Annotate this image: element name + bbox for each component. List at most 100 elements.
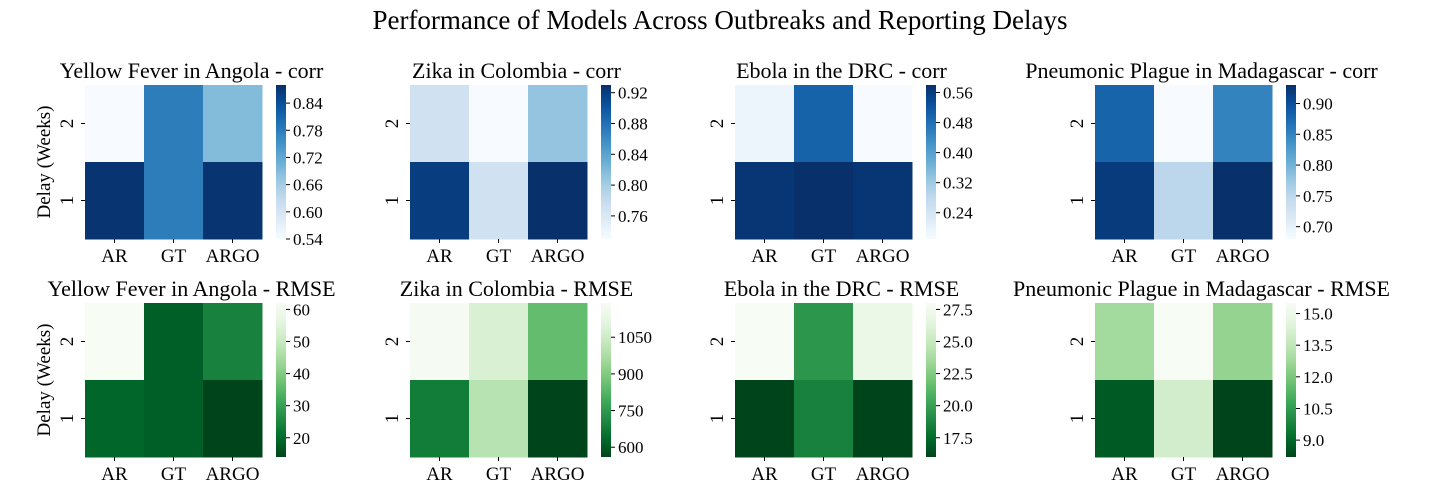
heatmap-panel: Ebola in the DRC - corr AR GT ARGO 2 1 0.24 0.3… [707,58,973,267]
heatmap-cell [853,162,913,240]
panel-title: Ebola in the DRC - corr [736,58,947,83]
heatmap-cell [528,162,588,240]
heatmap-cell [144,380,204,458]
x-tick-label: AR [1111,464,1138,485]
colorbar-tick-label: 25.0 [943,333,973,352]
heatmap-cell [469,85,529,163]
colorbar-tick-label: 0.72 [293,148,323,167]
colorbar-tick-label: 15.0 [1303,305,1333,324]
heatmap-cell [203,303,263,381]
colorbar [601,85,611,239]
colorbar-tick-label: 50 [293,333,310,352]
heatmap-cell [410,85,470,163]
heatmap-cell [1213,85,1273,163]
x-tick-label: AR [426,464,453,485]
heatmap-cell [85,85,145,163]
y-tick-label: 1 [57,196,78,206]
x-tick-label: ARGO [206,246,260,267]
colorbar-tick-label: 0.32 [943,174,973,193]
x-tick-label: ARGO [531,464,585,485]
colorbar-tick-label: 12.0 [1303,368,1333,387]
colorbar-tick-label: 9.0 [1303,431,1324,450]
heatmap-cell [1213,162,1273,240]
heatmap-cell [1154,162,1214,240]
colorbar [1286,303,1296,457]
heatmap-cell [144,85,204,163]
heatmap-cell [794,85,854,163]
x-tick-label: GT [161,464,187,485]
colorbar-tick-label: 0.78 [293,121,323,140]
colorbar [1286,85,1296,239]
heatmap-cell [1095,380,1155,458]
colorbar-tick-label: 0.48 [943,114,973,133]
colorbar-tick-label: 0.56 [943,84,973,103]
x-tick-label: GT [811,464,837,485]
colorbar-tick-label: 30 [293,397,310,416]
colorbar-tick-label: 0.88 [618,115,648,134]
heatmap-panel: Zika in Colombia - corr AR GT ARGO 2 1 0.76 0.8… [382,58,648,267]
panel-title: Zika in Colombia - corr [412,58,622,83]
figure-title: Performance of Models Across Outbreaks a… [372,5,1068,35]
x-tick-label: GT [161,246,187,267]
heatmap-panel: Pneumonic Plague in Madagascar - RMSE AR G… [1013,276,1390,485]
x-tick-label: AR [101,464,128,485]
x-tick-label: AR [751,246,778,267]
x-tick-label: ARGO [531,246,585,267]
heatmap-cell [1154,380,1214,458]
x-tick-label: GT [811,246,837,267]
colorbar-tick-label: 0.92 [618,84,648,103]
colorbar-tick-label: 750 [618,402,644,421]
colorbar-tick-label: 0.24 [943,204,973,223]
y-tick-label: 2 [1067,337,1088,347]
heatmap-cell [85,303,145,381]
y-tick-label: 2 [707,337,728,347]
heatmap-cell [203,85,263,163]
heatmap-cell [85,162,145,240]
colorbar-tick-label: 0.90 [1303,94,1333,113]
colorbar [276,85,286,239]
colorbar-tick-label: 13.5 [1303,336,1333,355]
heatmap-cell [1154,303,1214,381]
heatmap-cell [1213,303,1273,381]
y-tick-label: 1 [707,196,728,206]
y-tick-label: 2 [57,337,78,347]
y-tick-label: 1 [382,414,403,424]
panel-title: Pneumonic Plague in Madagascar - RMSE [1013,276,1390,301]
colorbar-tick-label: 27.5 [943,300,973,319]
colorbar-tick-label: 0.80 [618,176,648,195]
heatmap-cell [85,380,145,458]
x-tick-label: AR [426,246,453,267]
heatmap-cell [1154,85,1214,163]
colorbar-tick-label: 20.0 [943,397,973,416]
heatmap-cell [203,380,263,458]
colorbar-tick-label: 22.5 [943,365,973,384]
colorbar [276,303,286,457]
heatmap-cell [1095,303,1155,381]
heatmap-cell [203,162,263,240]
x-tick-label: ARGO [856,464,910,485]
y-tick-label: 2 [707,119,728,129]
colorbar-tick-label: 17.5 [943,429,973,448]
heatmap-cell [144,162,204,240]
colorbar-tick-label: 0.84 [618,145,648,164]
heatmap-cell [144,303,204,381]
colorbar-tick-label: 0.75 [1303,187,1333,206]
x-tick-label: AR [1111,246,1138,267]
panel-title: Zika in Colombia - RMSE [400,276,633,301]
heatmap-cell [735,85,795,163]
colorbar-tick-label: 0.54 [293,230,323,249]
colorbar-tick-label: 600 [618,438,644,457]
x-tick-label: ARGO [856,246,910,267]
heatmap-cell [794,162,854,240]
y-tick-label: 1 [382,196,403,206]
heatmap-cell [469,380,529,458]
heatmap-panel: Zika in Colombia - RMSE AR GT ARGO 2 1 600 750 9… [382,276,652,485]
y-axis-label: Delay (Weeks) [34,106,55,219]
x-tick-label: GT [1171,464,1197,485]
colorbar-tick-label: 0.76 [618,207,648,226]
colorbar-tick-label: 900 [618,365,644,384]
heatmap-cell [853,380,913,458]
y-tick-label: 1 [57,414,78,424]
